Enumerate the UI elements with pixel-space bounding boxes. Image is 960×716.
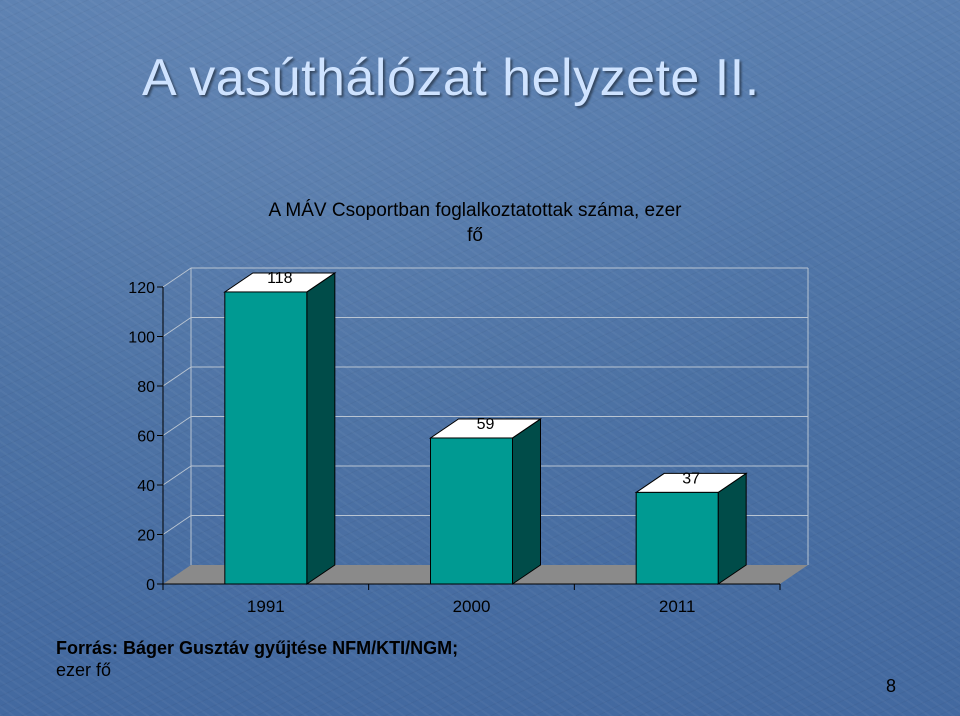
bar-side xyxy=(512,418,541,585)
chart-title-line1: A MÁV Csoportban foglalkoztatottak száma… xyxy=(269,200,683,221)
y-tick-label: 60 xyxy=(137,429,155,446)
data-label: 59 xyxy=(477,416,495,433)
data-label: 37 xyxy=(682,470,700,487)
gridline-depth xyxy=(162,317,192,337)
source-note: Forrás: Báger Gusztáv gyűjtése NFM/KTI/N… xyxy=(56,637,458,681)
x-tick-label: 2000 xyxy=(453,597,491,616)
plot-area: 0 20 40 60 80 100 120 118 1991 59 2000 37 2011 xyxy=(128,267,809,616)
y-tick-label: 120 xyxy=(128,280,155,297)
bar xyxy=(224,291,308,585)
gridline-depth xyxy=(162,465,192,486)
page-number: 8 xyxy=(886,676,897,696)
x-tick-label: 2011 xyxy=(659,597,696,616)
source-unit: ezer fő xyxy=(56,660,112,680)
bar-side xyxy=(306,272,336,585)
gridline-depth xyxy=(162,416,192,436)
source-line: Forrás: Báger Gusztáv gyűjtése NFM/KTI/N… xyxy=(56,638,459,658)
data-label: 118 xyxy=(267,270,293,287)
y-tick-label: 80 xyxy=(137,379,155,396)
y-tick-label: 0 xyxy=(146,577,155,594)
chart-title-line2: fő xyxy=(467,225,483,246)
gridline-depth xyxy=(162,267,192,288)
y-tick-label: 40 xyxy=(137,478,155,495)
y-tick-label: 20 xyxy=(137,528,155,545)
bar xyxy=(635,491,719,585)
slide-title: A vasúthálózat helyzete II. xyxy=(142,49,760,107)
x-tick-label: 1991 xyxy=(247,597,285,616)
bar xyxy=(430,437,513,585)
gridline-depth xyxy=(162,515,192,535)
gridline-depth xyxy=(162,366,192,387)
y-tick-label: 100 xyxy=(128,330,155,347)
